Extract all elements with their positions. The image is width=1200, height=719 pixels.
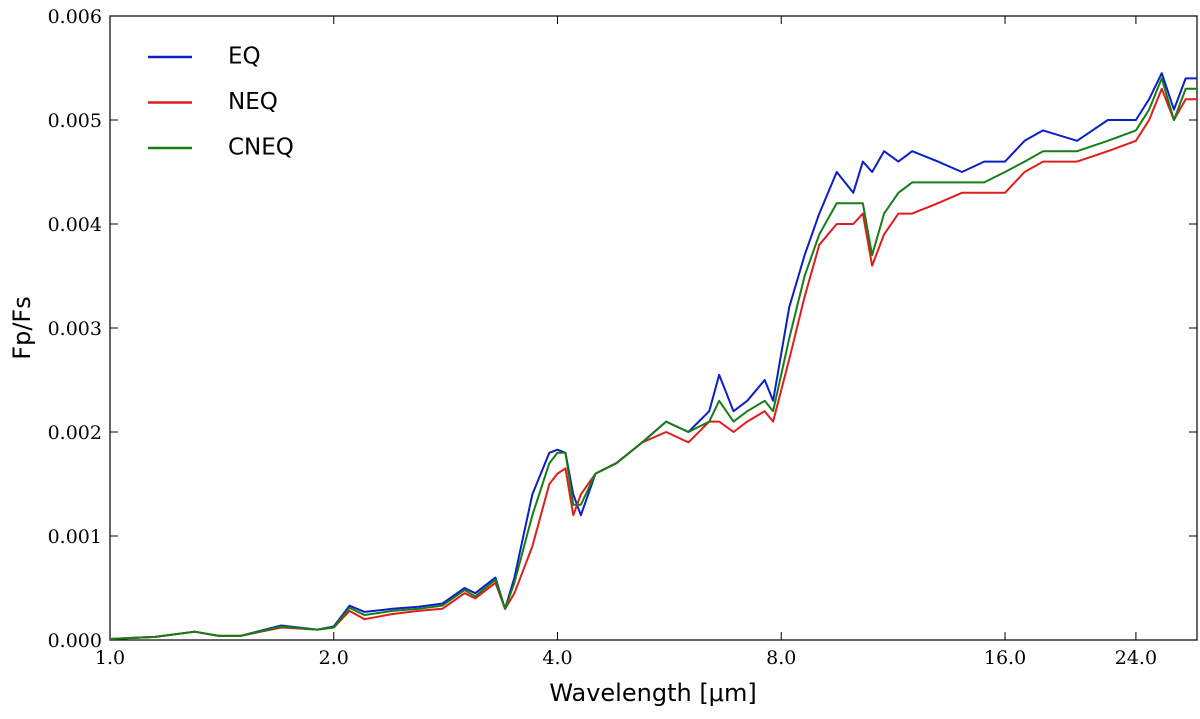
y-tick-label: 0.001 xyxy=(48,526,102,548)
y-tick-label: 0.005 xyxy=(48,110,102,132)
y-tick-label: 0.004 xyxy=(48,214,102,236)
series-line xyxy=(109,72,1197,640)
y-tick-label: 0.003 xyxy=(48,318,102,340)
x-tick-label: 4.0 xyxy=(542,647,572,669)
y-tick-label: 0.002 xyxy=(48,422,102,444)
y-axis-label: Fp/Fs xyxy=(8,296,36,359)
series-line xyxy=(109,87,1197,640)
legend-label: NEQ xyxy=(228,89,278,115)
legend-label: CNEQ xyxy=(228,135,294,161)
y-tick-label: 0.000 xyxy=(48,630,102,652)
x-tick-label: 2.0 xyxy=(319,647,349,669)
x-tick-label: 24.0 xyxy=(1115,647,1157,669)
y-tick-label: 0.006 xyxy=(48,6,102,28)
series-line xyxy=(109,77,1197,640)
legend-label: EQ xyxy=(228,44,261,70)
x-axis-label: Wavelength [μm] xyxy=(549,679,756,707)
x-tick-label: 16.0 xyxy=(984,647,1026,669)
x-tick-label: 1.0 xyxy=(95,647,125,669)
x-tick-label: 8.0 xyxy=(766,647,796,669)
